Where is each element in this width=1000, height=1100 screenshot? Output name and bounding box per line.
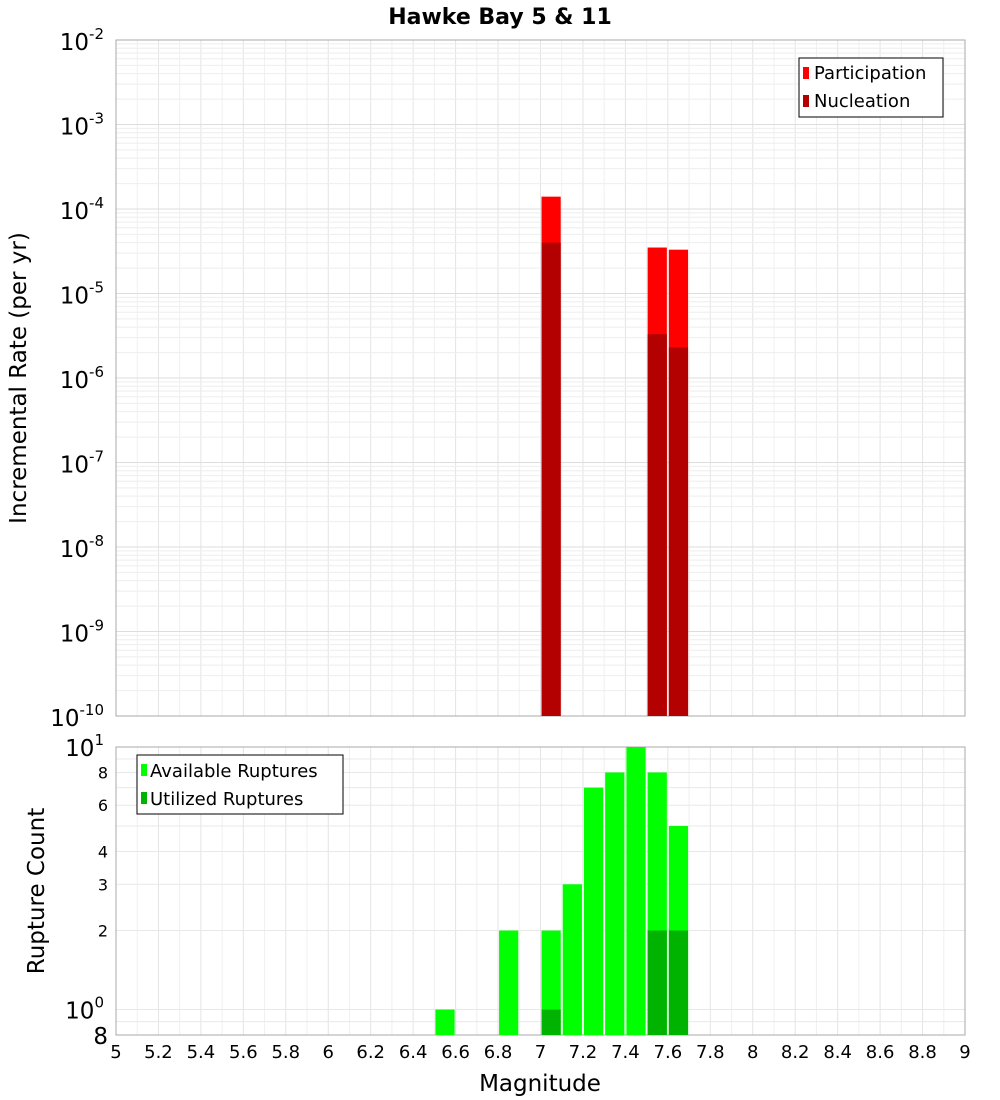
bottom-legend: Available Ruptures Utilized Ruptures xyxy=(136,754,344,815)
nucleation-bar xyxy=(647,334,667,716)
legend-nucleation-swatch xyxy=(803,95,809,107)
y-tick-label: 10-5 xyxy=(60,279,104,310)
y-tick-label: 10-10 xyxy=(50,701,104,732)
x-tick-label: 7 xyxy=(535,1042,546,1063)
y-tick-label: 10-8 xyxy=(60,532,104,563)
x-tick-label: 6 xyxy=(323,1042,334,1063)
nucleation-bar xyxy=(668,347,689,716)
bottom-grid xyxy=(115,746,966,1036)
y-tick-label: 4 xyxy=(98,842,108,861)
y-tick-label: 10-6 xyxy=(60,363,104,394)
x-tick-label: 6.8 xyxy=(484,1042,513,1063)
y-tick-label: 101 xyxy=(65,731,104,762)
x-tick-label: 7.6 xyxy=(654,1042,683,1063)
available-ruptures-bar xyxy=(626,747,646,1035)
x-tick-label: 7.8 xyxy=(696,1042,725,1063)
y-tick-label: 2 xyxy=(98,922,108,941)
x-tick-label: 5.8 xyxy=(271,1042,300,1063)
utilized-ruptures-bar xyxy=(541,1009,561,1035)
y-tick-label: 10-9 xyxy=(60,617,104,648)
nucleation-bar xyxy=(541,242,561,717)
x-tick-label: 8.8 xyxy=(908,1042,937,1063)
x-axis-label: Magnitude xyxy=(479,1071,601,1097)
y-tick-label: 10-7 xyxy=(60,448,104,479)
x-tick-label: 6.2 xyxy=(356,1042,385,1063)
x-ticks: 5 5.2 5.4 5.6 5.8 6 6.2 6.4 6.6 6.8 7 7.2 7.4 7.6 7.8 8… xyxy=(110,1042,970,1063)
x-tick-label: 8.6 xyxy=(866,1042,895,1063)
x-tick-label: 7.4 xyxy=(611,1042,640,1063)
x-tick-label: 5.6 xyxy=(229,1042,258,1063)
x-tick-label: 6.6 xyxy=(441,1042,470,1063)
x-tick-label: 5.4 xyxy=(187,1042,216,1063)
y-tick-label: 6 xyxy=(98,796,108,815)
top-y-ticks: 10-10 10-9 10-8 10-7 10-6 10-5 10-4 10-3 10-2 xyxy=(50,25,104,732)
y-tick-label: 8 xyxy=(98,763,108,782)
top-bars xyxy=(541,196,689,717)
top-legend: Participation Nucleation xyxy=(798,57,944,118)
top-plot-frame xyxy=(115,39,966,717)
available-ruptures-bar xyxy=(562,884,582,1035)
available-ruptures-bar xyxy=(605,772,625,1035)
y-tick-label: 8 xyxy=(93,1024,108,1050)
legend-utilized-swatch xyxy=(141,792,147,804)
legend-available-label: Available Ruptures xyxy=(150,761,318,782)
y-tick-label: 3 xyxy=(98,875,108,894)
y-tick-label: 10-2 xyxy=(60,25,104,56)
x-tick-label: 5.2 xyxy=(144,1042,173,1063)
x-tick-label: 7.2 xyxy=(569,1042,598,1063)
top-y-axis-label: Incremental Rate (per yr) xyxy=(6,232,32,524)
y-tick-label: 10-3 xyxy=(60,110,104,141)
available-ruptures-bar xyxy=(541,930,561,1035)
utilized-ruptures-bar xyxy=(647,930,667,1035)
chart-title: Hawke Bay 5 & 11 xyxy=(388,5,612,30)
bottom-bars xyxy=(435,747,689,1035)
y-tick-label: 100 xyxy=(65,994,104,1025)
x-tick-label: 8.4 xyxy=(823,1042,852,1063)
top-grid xyxy=(115,40,966,717)
legend-utilized-label: Utilized Ruptures xyxy=(150,789,303,810)
x-tick-label: 6.4 xyxy=(399,1042,428,1063)
y-tick-label: 10-4 xyxy=(60,194,104,225)
available-ruptures-bar xyxy=(499,930,519,1035)
available-ruptures-bar xyxy=(435,1009,455,1035)
legend-nucleation-label: Nucleation xyxy=(814,91,910,112)
available-ruptures-bar xyxy=(583,787,604,1035)
x-tick-label: 5 xyxy=(110,1042,121,1063)
x-tick-label: 9 xyxy=(959,1042,970,1063)
legend-participation-swatch xyxy=(803,67,809,79)
x-tick-label: 8 xyxy=(747,1042,758,1063)
bottom-y-axis-label: Rupture Count xyxy=(24,808,50,974)
utilized-ruptures-bar xyxy=(668,930,689,1035)
bottom-plot-frame xyxy=(115,746,966,1036)
legend-available-swatch xyxy=(141,764,147,776)
x-tick-label: 8.2 xyxy=(781,1042,810,1063)
legend-participation-label: Participation xyxy=(814,63,926,84)
